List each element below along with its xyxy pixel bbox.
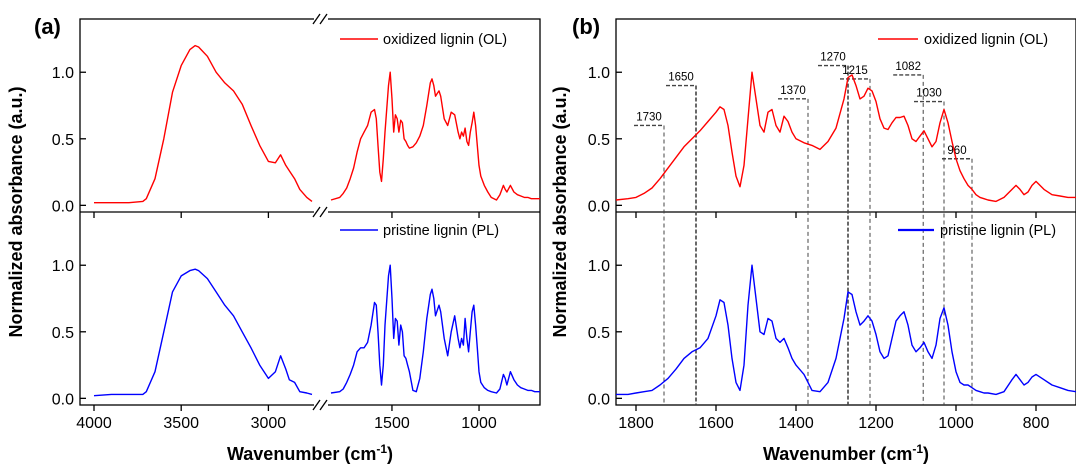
b-x-tick-label: 1600 <box>698 415 734 432</box>
anno-label-1082: 1082 <box>895 61 921 73</box>
a-y-tick-label: 1.0 <box>52 65 74 82</box>
anno-label-1650: 1650 <box>668 72 694 84</box>
b-x-tick-label: 800 <box>1023 415 1050 432</box>
a-x-tick-label: 4000 <box>76 415 112 432</box>
panel-b-x-axis-title: Wavenumber (cm-1) <box>763 442 929 464</box>
panel-b-lines <box>615 71 1076 396</box>
axis-break-top <box>312 13 328 25</box>
a-y-tick-label: 0.0 <box>52 391 74 408</box>
axis-break-bottom <box>312 399 328 411</box>
panel-a: (a) oxidized lignin (OL) pristine lign <box>6 13 541 464</box>
panel-a-x-axis-title: Wavenumber (cm-1) <box>227 442 393 464</box>
b-y-tick-label: 1.0 <box>588 65 610 82</box>
b-series-ol-line <box>615 71 1076 203</box>
a-y-tick-label: 1.0 <box>52 258 74 275</box>
b-x-tick-label: 1800 <box>618 415 654 432</box>
legend-a-pl-label: pristine lignin (PL) <box>383 223 499 239</box>
panel-a-label: (a) <box>34 14 61 39</box>
panel-a-y-axis-title: Normalized absorbance (a.u.) <box>6 86 26 337</box>
a-x-tick-label: 1500 <box>374 415 410 432</box>
legend-a-ol: oxidized lignin (OL) <box>340 32 507 48</box>
a-series-ol-line <box>94 44 540 204</box>
a-x-tick-label: 1000 <box>461 415 497 432</box>
anno-label-1270: 1270 <box>820 52 846 64</box>
axis-break-middle <box>312 206 328 218</box>
panel-b-ticks: 1800 1600 1400 1200 1000 800 0.0 0.5 1.0 0.0 0.5 1.… <box>588 65 1050 432</box>
legend-b-ol-label: oxidized lignin (OL) <box>924 32 1048 48</box>
b-x-tick-label: 1200 <box>858 415 894 432</box>
b-y-tick-label: 0.0 <box>588 198 610 215</box>
a-y-tick-label: 0.5 <box>52 325 74 342</box>
a-series-pl-line <box>93 264 540 397</box>
panel-a-lines <box>93 44 540 397</box>
legend-b-pl: pristine lignin (PL) <box>898 223 1056 239</box>
b-x-tick-label: 1400 <box>778 415 814 432</box>
legend-b-pl-label: pristine lignin (PL) <box>940 223 1056 239</box>
a-y-tick-label: 0.5 <box>52 132 74 149</box>
b-y-tick-label: 1.0 <box>588 258 610 275</box>
anno-label-1730: 1730 <box>636 111 662 123</box>
panel-b-label: (b) <box>572 14 600 39</box>
b-x-tick-label: 1000 <box>938 415 974 432</box>
legend-b-ol: oxidized lignin (OL) <box>878 32 1048 48</box>
anno-label-1215: 1215 <box>842 65 868 77</box>
legend-a-ol-label: oxidized lignin (OL) <box>383 32 507 48</box>
a-y-tick-label: 0.0 <box>52 198 74 215</box>
b-series-pl-line <box>616 264 1076 396</box>
b-y-tick-label: 0.5 <box>588 325 610 342</box>
anno-label-960: 960 <box>947 145 966 157</box>
anno-label-1030: 1030 <box>916 88 942 100</box>
legend-a-pl: pristine lignin (PL) <box>340 223 499 239</box>
anno-label-1370: 1370 <box>780 85 806 97</box>
b-y-tick-label: 0.0 <box>588 391 610 408</box>
a-x-tick-label: 3500 <box>163 415 199 432</box>
b-y-tick-label: 0.5 <box>588 132 610 149</box>
panel-a-ticks: 4000 3500 3000 1500 1000 0.0 0.5 1.0 0.0 0.5 1.0 <box>52 65 497 432</box>
panel-b-y-axis-title: Normalized absorbance (a.u.) <box>550 86 570 337</box>
a-x-tick-label: 3000 <box>251 415 287 432</box>
